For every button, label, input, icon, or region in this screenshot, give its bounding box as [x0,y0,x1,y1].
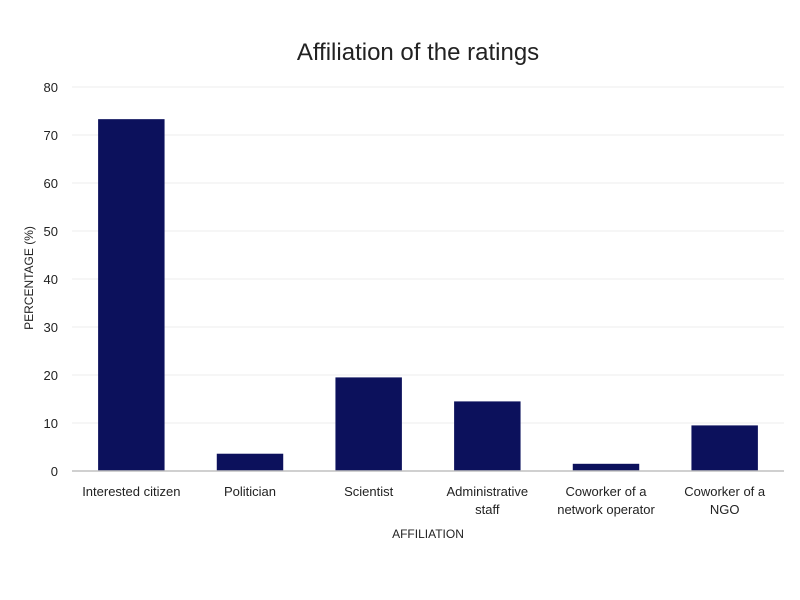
y-axis-label: PERCENTAGE (%) [22,226,36,330]
y-tick-label: 20 [44,368,58,383]
bar [454,401,521,471]
y-tick-label: 0 [51,464,58,479]
y-tick-label: 50 [44,224,58,239]
x-tick-label: staff [475,502,500,517]
x-tick-label: network operator [557,502,655,517]
x-tick-label: Administrative [447,484,529,499]
bars [98,119,758,471]
x-tick-label: Scientist [344,484,394,499]
bar [572,463,640,471]
y-tick-label: 30 [44,320,58,335]
x-tick-label: NGO [710,502,740,517]
y-tick-label: 40 [44,272,58,287]
x-tick-label: Coworker of a [566,484,648,499]
x-tick-label: Politician [224,484,276,499]
y-tick-label: 10 [44,416,58,431]
x-axis-categories: Interested citizen Politician Scientist Adm… [82,484,766,517]
chart-title: Affiliation of the ratings [297,39,539,66]
y-tick-label: 60 [44,176,58,191]
y-axis-ticks: 0 10 20 30 40 50 60 70 80 [44,80,58,479]
gridlines [72,86,784,424]
bar [216,453,284,471]
x-tick-label: Coworker of a [684,484,766,499]
x-tick-label: Interested citizen [82,484,180,499]
x-axis-label: AFFILIATION [392,527,464,541]
bar [691,425,758,471]
bar [98,119,165,471]
y-tick-label: 80 [44,80,58,95]
bar [335,377,402,471]
y-tick-label: 70 [44,128,58,143]
